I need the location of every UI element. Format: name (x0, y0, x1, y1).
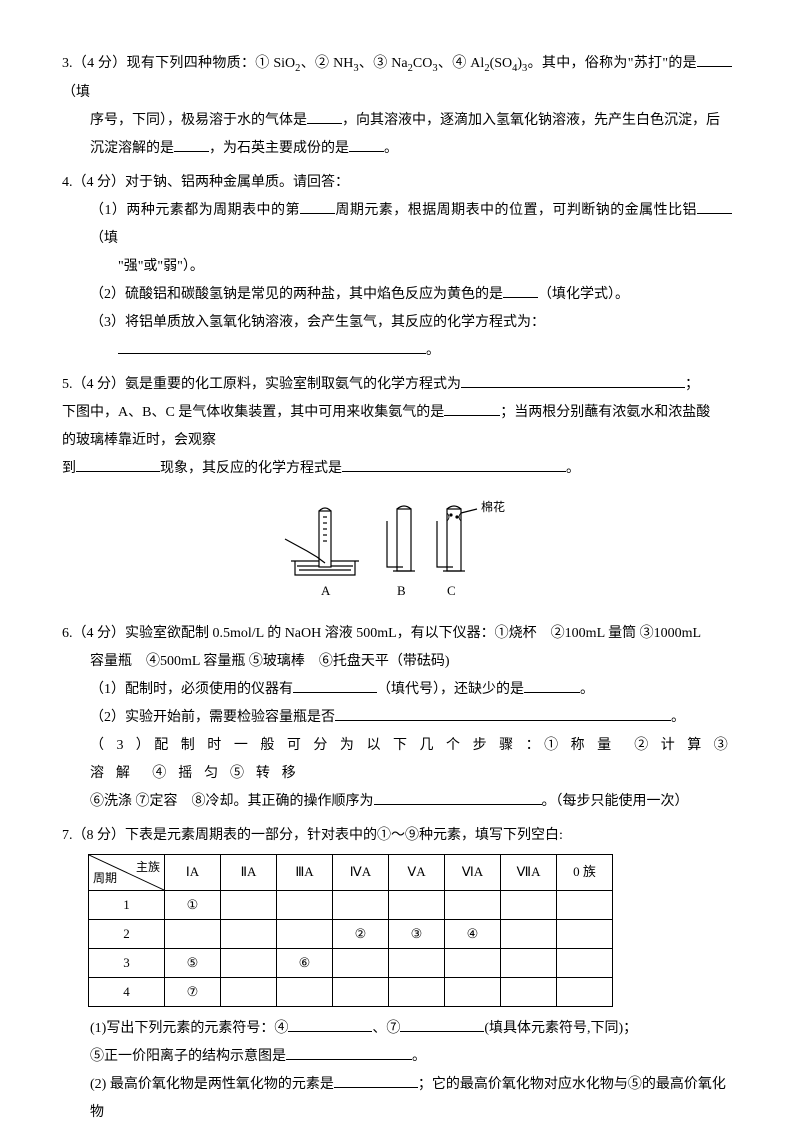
label-C: C (447, 583, 456, 598)
q6-p3a: （ 3 ）配 制 时 一 般 可 分 为 以 下 几 个 步 骤 ：① 称 量 … (62, 732, 732, 788)
label-A: A (321, 583, 331, 598)
col-hdr: ⅤA (389, 854, 445, 890)
gas-collection-diagram: A B (62, 491, 732, 612)
q3-line1: 3.（4 分）现有下列四种物质：① SiO2、② NH3、③ Na2CO3、④ … (62, 50, 732, 107)
table-header-row: 主族 周期 ⅠA ⅡA ⅢA ⅣA ⅤA ⅥA ⅦA 0 族 (89, 854, 613, 890)
col-hdr: 0 族 (557, 854, 613, 890)
q5-line4: 到现象，其反应的化学方程式是。 (62, 455, 732, 483)
q6-line1b: 容量瓶 ④500mL 容量瓶 ⑤玻璃棒 ⑥托盘天平（带砝码) (62, 648, 732, 676)
blank[interactable] (288, 1015, 372, 1032)
blank[interactable] (524, 676, 580, 693)
hdr-group: 主族 (136, 855, 160, 879)
diagonal-header: 主族 周期 (89, 854, 165, 890)
blank[interactable] (503, 281, 538, 298)
table-row: 4 ⑦ (89, 977, 613, 1006)
q7-p1: (1)写出下列元素的元素符号：④、⑦(填具体元素符号,下同)； (62, 1015, 732, 1043)
question-3: 3.（4 分）现有下列四种物质：① SiO2、② NH3、③ Na2CO3、④ … (62, 50, 732, 163)
blank[interactable] (697, 50, 732, 67)
col-hdr: ⅣA (333, 854, 389, 890)
label-B: B (397, 583, 406, 598)
col-hdr: ⅥA (445, 854, 501, 890)
q4-label: 4.（4 分）对于钠、铝两种金属单质。请回答： (62, 169, 732, 197)
blank[interactable] (76, 455, 160, 472)
q4-p1b: "强"或"弱"）。 (62, 253, 732, 281)
blank[interactable] (174, 135, 209, 152)
question-4: 4.（4 分）对于钠、铝两种金属单质。请回答： （1）两种元素都为周期表中的第周… (62, 169, 732, 365)
apparatus-svg: A B (277, 491, 517, 601)
q7-p2: (2) 最高价氧化物是两性氧化物的元素是；它的最高价氧化物对应水化物与⑤的最高价… (62, 1071, 732, 1127)
blank[interactable] (342, 455, 566, 472)
q7-p1d: ⑤正一价阳离子的结构示意图是。 (62, 1043, 732, 1071)
q3-line3: 沉淀溶解的是，为石英主要成份的是。 (62, 135, 732, 163)
q7-label: 7.（8 分）下表是元素周期表的一部分，针对表中的①～⑨种元素，填写下列空白: (62, 822, 732, 850)
periodic-table: 主族 周期 ⅠA ⅡA ⅢA ⅣA ⅤA ⅥA ⅦA 0 族 1 ① 2 ② ③… (88, 854, 613, 1007)
blank[interactable] (300, 197, 335, 214)
q6-p1: （1）配制时，必须使用的仪器有（填代号），还缺少的是。 (62, 676, 732, 704)
q5-line2: 下图中，A、B、C 是气体收集装置，其中可用来收集氨气的是；当两根分别蘸有浓氨水… (62, 399, 732, 427)
blank[interactable] (374, 788, 542, 805)
q3-t1: 3.（4 分）现有下列四种物质：① SiO (62, 56, 295, 71)
col-hdr: ⅠA (165, 854, 221, 890)
q4-p1: （1）两种元素都为周期表中的第周期元素，根据周期表中的位置，可判断钠的金属性比铝… (62, 197, 732, 253)
hdr-period: 周期 (93, 866, 117, 890)
blank[interactable] (334, 1071, 418, 1088)
q3-line2: 序号，下同），极易溶于水的气体是，向其溶液中，逐滴加入氢氧化钠溶液，先产生白色沉… (62, 107, 732, 135)
blank[interactable] (293, 676, 377, 693)
blank[interactable] (461, 371, 685, 388)
col-hdr: ⅡA (221, 854, 277, 890)
question-6: 6.（4 分）实验室欲配制 0.5mol/L 的 NaOH 溶液 500mL，有… (62, 620, 732, 816)
blank[interactable] (400, 1015, 484, 1032)
col-hdr: ⅢA (277, 854, 333, 890)
col-hdr: ⅦA (501, 854, 557, 890)
table-row: 2 ② ③ ④ (89, 919, 613, 948)
table-row: 1 ① (89, 890, 613, 919)
blank[interactable] (118, 337, 426, 354)
q6-line1: 6.（4 分）实验室欲配制 0.5mol/L 的 NaOH 溶液 500mL，有… (62, 620, 732, 648)
blank[interactable] (444, 399, 500, 416)
q5-line3: 的玻璃棒靠近时，会观察 (62, 427, 732, 455)
q6-p3b: ⑥洗涤 ⑦定容 ⑧冷却。其正确的操作顺序为。（每步只能使用一次） (62, 788, 732, 816)
q4-p2: （2）硫酸铝和碳酸氢钠是常见的两种盐，其中焰色反应为黄色的是（填化学式）。 (62, 281, 732, 309)
blank[interactable] (349, 135, 384, 152)
question-5: 5.（4 分）氨是重要的化工原料，实验室制取氨气的化学方程式为； 下图中，A、B… (62, 371, 732, 612)
blank[interactable] (307, 107, 342, 124)
q5-line1: 5.（4 分）氨是重要的化工原料，实验室制取氨气的化学方程式为； (62, 371, 732, 399)
blank[interactable] (335, 704, 671, 721)
q6-p2: （2）实验开始前，需要检验容量瓶是否。 (62, 704, 732, 732)
blank[interactable] (697, 197, 732, 214)
q4-p3-blank: 。 (62, 337, 732, 365)
cotton-label: 棉花 (481, 499, 505, 514)
table-row: 3 ⑤ ⑥ (89, 948, 613, 977)
q4-p3: （3）将铝单质放入氢氧化钠溶液，会产生氢气，其反应的化学方程式为： (62, 309, 732, 337)
question-7: 7.（8 分）下表是元素周期表的一部分，针对表中的①～⑨种元素，填写下列空白: … (62, 822, 732, 1127)
blank[interactable] (286, 1043, 412, 1060)
